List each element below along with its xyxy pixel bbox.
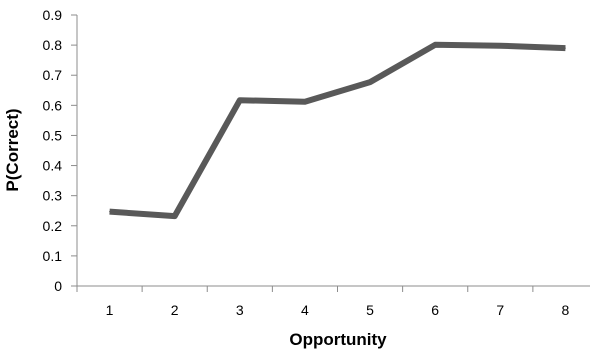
y-tick-label: 0.3 (43, 188, 63, 204)
x-axis: 1 2 3 4 5 6 7 8 (76, 285, 590, 318)
y-tick-label: 0.1 (43, 248, 63, 264)
y-tick-label: 0.6 (43, 97, 63, 113)
y-tick-label: 0.9 (43, 7, 63, 23)
x-tick-label: 1 (106, 302, 114, 318)
y-axis: 0 0.1 0.2 0.3 0.4 0.5 0.6 0.7 0.8 0.9 (43, 7, 78, 294)
data-point (434, 44, 436, 46)
x-tick-label: 2 (171, 302, 179, 318)
data-point (369, 81, 371, 83)
x-tick-label: 5 (366, 302, 374, 318)
y-tick-label: 0.7 (43, 67, 63, 83)
x-tick-label: 6 (431, 302, 439, 318)
y-tick-label: 0.2 (43, 218, 63, 234)
y-axis-title: P(Correct) (3, 108, 22, 191)
data-point (174, 215, 176, 217)
x-axis-title: Opportunity (289, 330, 387, 349)
data-point (239, 99, 241, 101)
y-tick-label: 0.5 (43, 127, 63, 143)
data-point (499, 45, 501, 47)
series-line (109, 41, 566, 220)
x-tick-label: 4 (301, 302, 309, 318)
data-point (109, 211, 111, 213)
x-tick-label: 8 (562, 302, 570, 318)
series-layer (109, 41, 566, 220)
x-tick-label: 7 (496, 302, 504, 318)
data-point (304, 101, 306, 103)
x-tick-label: 3 (236, 302, 244, 318)
y-tick-label: 0 (54, 278, 62, 294)
y-tick-label: 0.4 (43, 158, 63, 174)
data-point (564, 47, 566, 49)
y-tick-label: 0.8 (43, 37, 63, 53)
